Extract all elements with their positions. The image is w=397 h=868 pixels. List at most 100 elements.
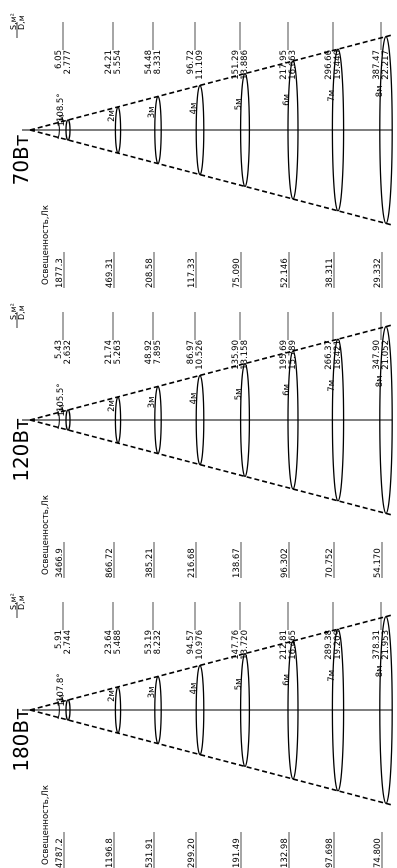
lamp-panel: 180Вт Освещенность,Лк S,м² D,м 107.8°1м 4787.… (9, 593, 393, 868)
area-value: 347.90 (372, 340, 382, 370)
cone-edge (29, 614, 393, 711)
beam-ellipse (287, 350, 299, 490)
area-header: S,м² (9, 13, 18, 30)
beam-ellipse (114, 396, 122, 444)
area-value: 5.91 (54, 630, 64, 649)
distance-label: 3м (147, 686, 157, 698)
diameter-value: 16.465 (288, 630, 298, 660)
area-value: 96.72 (186, 50, 196, 74)
area-value: 195.69 (279, 340, 289, 370)
area-header: S,м² (9, 593, 18, 610)
lux-value: 866.72 (105, 548, 115, 578)
beam-angle: 105.5° (56, 383, 66, 412)
distance-label: 5м (234, 388, 244, 400)
beam-ellipse (114, 686, 122, 734)
diameter-value: 18.421 (333, 340, 343, 370)
distance-label: 6м (282, 94, 292, 106)
area-value: 151.29 (231, 50, 241, 80)
lux-value: 531.91 (145, 838, 155, 868)
distance-label: 8м (375, 665, 385, 677)
diameter-value: 2.632 (63, 340, 73, 364)
distance-label: 1м (57, 115, 67, 127)
distance-label: 4м (189, 393, 199, 405)
distance-label: 1м (57, 695, 67, 707)
cone-edge (29, 129, 393, 226)
diameter-header: D,м (17, 15, 26, 30)
diameter-value: 13.720 (240, 630, 250, 660)
diameter-value: 7.895 (153, 340, 163, 364)
area-value: 86.97 (186, 340, 196, 364)
area-value: 23.64 (104, 630, 114, 654)
lux-value: 3466.9 (55, 548, 65, 578)
area-value: 5.43 (54, 340, 64, 359)
diameter-value: 22.217 (381, 50, 391, 80)
diameter-value: 8.232 (153, 630, 163, 654)
lux-value: 1877.3 (55, 258, 65, 288)
area-value: 266.37 (324, 340, 334, 370)
distance-label: 8м (375, 85, 385, 97)
distance-label: 4м (189, 103, 199, 115)
beam-ellipse (331, 338, 345, 502)
beam-ellipse (379, 35, 393, 225)
distance-label: 7м (327, 670, 337, 682)
area-value: 94.57 (186, 630, 196, 654)
distance-label: 1м (57, 405, 67, 417)
panel-title: 180Вт (9, 708, 33, 772)
lux-value: 38.311 (325, 258, 335, 288)
diameter-value: 21.953 (381, 630, 391, 660)
diameter-header: D,м (17, 595, 26, 610)
diameter-value: 8.331 (153, 50, 163, 74)
beam-ellipse (331, 48, 345, 212)
beam-ellipse (65, 409, 71, 431)
area-value: 147.76 (231, 630, 241, 660)
area-value: 135.90 (231, 340, 241, 370)
lux-value: 469.31 (105, 258, 115, 288)
diameter-value: 19.440 (333, 50, 343, 80)
lux-value: 1196.8 (105, 838, 115, 868)
diameter-header: D,м (17, 305, 26, 320)
area-value: 53.19 (144, 630, 154, 654)
area-value: 289.38 (324, 630, 334, 660)
beam-ellipse (195, 374, 205, 466)
lux-value: 96.302 (280, 548, 290, 578)
diameter-value: 5.263 (113, 340, 123, 364)
illuminance-label: Освещенность,Лк (41, 785, 51, 865)
lux-value: 385.21 (145, 548, 155, 578)
beam-angle-arc (57, 120, 60, 140)
lux-value: 54.170 (373, 548, 383, 578)
diameter-value: 19.209 (333, 630, 343, 660)
diameter-value: 2.744 (63, 630, 73, 654)
lux-value: 70.752 (325, 548, 335, 578)
beam-angle: 107.8° (56, 673, 66, 702)
panel-title: 120Вт (9, 418, 33, 482)
distance-label: 2м (107, 400, 117, 412)
lux-value: 138.67 (232, 548, 242, 578)
beam-ellipse (287, 60, 299, 200)
beam-ellipse (114, 106, 122, 154)
diameter-value: 11.109 (195, 50, 205, 80)
lux-value: 208.58 (145, 258, 155, 288)
distance-label: 8м (375, 375, 385, 387)
area-value: 21.74 (104, 340, 114, 364)
area-value: 24.21 (104, 50, 114, 74)
lamp-panel: 120Вт Освещенность,Лк S,м² D,м 105.5°1м 3466.… (9, 303, 393, 578)
beam-ellipse (154, 385, 162, 455)
area-value: 378.31 (372, 630, 382, 660)
lamp-panel: 70Вт Освещенность,Лк S,м² D,м 108.5°1м 1877.3… (9, 13, 393, 288)
area-value: 54.48 (144, 50, 154, 74)
beam-ellipse (331, 628, 345, 792)
lux-value: 97.698 (325, 838, 335, 868)
beam-angle-arc (57, 700, 60, 720)
lux-value: 4787.2 (55, 838, 65, 868)
beam-ellipse (379, 615, 393, 805)
lux-value: 52.146 (280, 258, 290, 288)
distance-label: 5м (234, 98, 244, 110)
diameter-value: 15.789 (288, 340, 298, 370)
diameter-value: 21.052 (381, 340, 391, 370)
beam-ellipse (154, 95, 162, 165)
lux-value: 216.68 (187, 548, 197, 578)
area-value: 387.47 (372, 50, 382, 80)
diameter-value: 13.886 (240, 50, 250, 80)
diameter-value: 2.777 (63, 50, 73, 74)
cone-edge (29, 324, 393, 421)
